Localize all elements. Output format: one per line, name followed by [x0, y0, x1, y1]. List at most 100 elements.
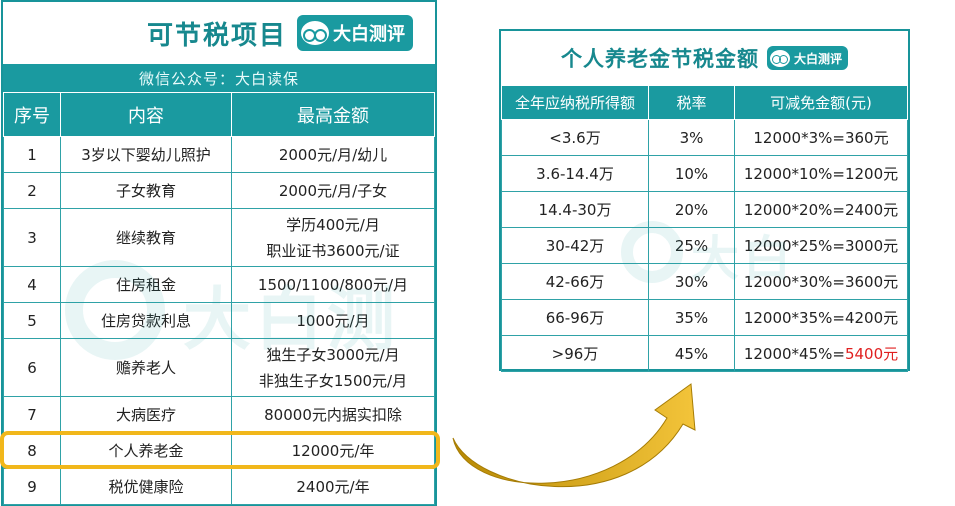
deduction-row: 3 继续教育 学历400元/月 职业证书3600元/证	[3, 208, 435, 267]
brand-logo-small: 大白测评	[766, 46, 848, 70]
tax-rate-row: <3.6万 3% 12000*3%=360元	[501, 119, 908, 156]
taxable-income-cell: >96万	[501, 335, 649, 372]
amount-line: 独生子女3000元/月	[266, 345, 400, 364]
header-deductible-amount: 可减免金额(元)	[734, 85, 908, 120]
tax-rate-cell: 25%	[648, 227, 735, 264]
row-content: 住房贷款利息	[60, 302, 232, 339]
tax-rate-row: 14.4-30万 20% 12000*20%=2400元	[501, 191, 908, 228]
deduction-table: 序号 内容 最高金额 1 3岁以下婴幼儿照护 2000元/月/幼儿 2 子女教育 2000…	[3, 92, 435, 505]
amount-line: 1000元/月	[296, 311, 370, 330]
amount-line: 2000元/月/子女	[278, 181, 388, 200]
row-content: 个人养老金	[60, 432, 232, 469]
formula-text: 12000*25%=	[743, 237, 845, 255]
amount-line: 非独生子女1500元/月	[258, 371, 408, 390]
taxable-income-cell: 3.6-14.4万	[501, 155, 649, 192]
mascot-icon-small	[769, 49, 790, 67]
row-max-amount: 1500/1100/800元/月	[231, 266, 435, 303]
row-index: 6	[3, 338, 61, 397]
formula-text: 12000*10%=	[743, 165, 845, 183]
tax-rate-row: >96万 45% 12000*45%=5400元	[501, 335, 908, 372]
deductible-amount-cell: 12000*20%=2400元	[734, 191, 908, 228]
taxable-income-cell: <3.6万	[501, 119, 649, 156]
result-value: 360元	[844, 129, 889, 147]
deductible-amount-cell: 12000*30%=3600元	[734, 263, 908, 300]
taxable-income-cell: 42-66万	[501, 263, 649, 300]
amount-line: 学历400元/月	[286, 215, 380, 234]
left-title: 可节税项目	[146, 20, 287, 51]
amount-line: 2000元/月/幼儿	[278, 145, 388, 164]
amount-line: 12000元/年	[291, 441, 375, 460]
tax-rate-cell: 45%	[648, 335, 735, 372]
header-max-amount: 最高金额	[231, 92, 435, 137]
row-index: 9	[3, 468, 61, 505]
deductible-amount-cell: 12000*35%=4200元	[734, 299, 908, 336]
deductible-amount-cell: 12000*3%=360元	[734, 119, 908, 156]
deduction-row: 1 3岁以下婴幼儿照护 2000元/月/幼儿	[3, 136, 435, 173]
row-max-amount: 独生子女3000元/月 非独生子女1500元/月	[231, 338, 435, 397]
row-max-amount: 2000元/月/子女	[231, 172, 435, 209]
result-value: 1200元	[844, 165, 899, 183]
row-content: 大病医疗	[60, 396, 232, 433]
formula-text: 12000*35%=	[743, 309, 845, 327]
row-max-amount: 学历400元/月职业证书3600元/证	[231, 208, 435, 267]
header-index: 序号	[3, 92, 61, 137]
tax-rate-row: 3.6-14.4万 10% 12000*10%=1200元	[501, 155, 908, 192]
mascot-icon	[301, 21, 329, 45]
deduction-row: 6 赡养老人 独生子女3000元/月 非独生子女1500元/月	[3, 338, 435, 397]
brand-logo-text: 大白测评	[333, 24, 405, 45]
tax-rate-table-header: 全年应纳税所得额 税率 可减免金额(元)	[501, 85, 908, 120]
right-title: 个人养老金节税金额	[560, 47, 759, 71]
deductible-amount-cell: 12000*25%=3000元	[734, 227, 908, 264]
taxable-income-cell: 66-96万	[501, 299, 649, 336]
row-index: 7	[3, 396, 61, 433]
amount-line: 职业证书3600元/证	[266, 241, 400, 260]
tax-rate-row: 42-66万 30% 12000*30%=3600元	[501, 263, 908, 300]
pension-tax-saving-panel: 个人养老金节税金额 大白测评 全年应纳税所得额 税率 可减免金额(元) <3.6…	[499, 29, 910, 372]
formula-text: 12000*20%=	[743, 201, 845, 219]
tax-rate-cell: 10%	[648, 155, 735, 192]
row-content: 税优健康险	[60, 468, 232, 505]
deductible-amount-cell: 12000*10%=1200元	[734, 155, 908, 192]
tax-rate-cell: 3%	[648, 119, 735, 156]
deduction-row: 8 个人养老金 12000元/年	[3, 432, 435, 469]
wechat-subtitle: 微信公众号：大白读保	[3, 64, 435, 92]
deduction-items-panel: 可节税项目 大白测评 微信公众号：大白读保 序号 内容 最高金额 1 3岁以下婴幼…	[1, 0, 437, 506]
right-title-bar: 个人养老金节税金额 大白测评	[501, 31, 908, 85]
result-value: 3600元	[844, 273, 899, 291]
taxable-income-cell: 30-42万	[501, 227, 649, 264]
tax-rate-cell: 35%	[648, 299, 735, 336]
header-content: 内容	[60, 92, 232, 137]
row-max-amount: 2400元/年	[231, 468, 435, 505]
deductible-amount-cell: 12000*45%=5400元	[734, 335, 908, 372]
row-content: 3岁以下婴幼儿照护	[60, 136, 232, 173]
tax-rate-row: 30-42万 25% 12000*25%=3000元	[501, 227, 908, 264]
row-index: 4	[3, 266, 61, 303]
deduction-row: 9 税优健康险 2400元/年	[3, 468, 435, 505]
tax-rate-cell: 20%	[648, 191, 735, 228]
amount-line: 1500/1100/800元/月	[257, 275, 409, 294]
brand-logo: 大白测评	[297, 15, 413, 51]
row-content: 继续教育	[60, 208, 232, 267]
formula-text: 12000*3%=	[753, 129, 845, 147]
tax-rate-cell: 30%	[648, 263, 735, 300]
taxable-income-cell: 14.4-30万	[501, 191, 649, 228]
result-value: 2400元	[844, 201, 899, 219]
row-max-amount: 1000元/月	[231, 302, 435, 339]
row-index: 1	[3, 136, 61, 173]
header-tax-rate: 税率	[648, 85, 735, 120]
header-taxable-income: 全年应纳税所得额	[501, 85, 649, 120]
tax-rate-row: 66-96万 35% 12000*35%=4200元	[501, 299, 908, 336]
row-content: 赡养老人	[60, 338, 232, 397]
deduction-row: 5 住房贷款利息 1000元/月	[3, 302, 435, 339]
deduction-row: 7 大病医疗 80000元内据实扣除	[3, 396, 435, 433]
row-content: 住房租金	[60, 266, 232, 303]
amount-line: 2400元/年	[296, 477, 370, 496]
deduction-row: 4 住房租金 1500/1100/800元/月	[3, 266, 435, 303]
deduction-row: 2 子女教育 2000元/月/子女	[3, 172, 435, 209]
row-max-amount: 2000元/月/幼儿	[231, 136, 435, 173]
amount-line: 80000元内据实扣除	[264, 405, 402, 424]
row-index: 8	[3, 432, 61, 469]
row-index: 3	[3, 208, 61, 267]
curved-arrow-icon	[452, 383, 696, 487]
deduction-table-header: 序号 内容 最高金额	[3, 92, 435, 137]
